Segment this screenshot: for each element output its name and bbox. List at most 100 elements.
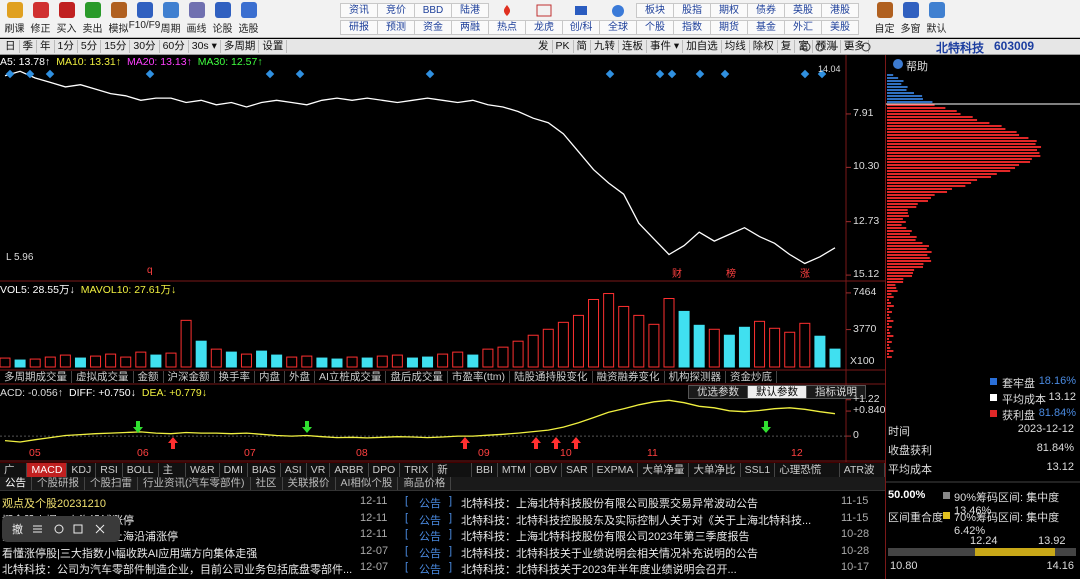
- tool-button[interactable]: 刷课: [2, 2, 27, 35]
- volume-tab[interactable]: 换手率: [215, 371, 255, 383]
- period-button[interactable]: 年: [37, 40, 55, 53]
- help-link[interactable]: 帮助: [906, 61, 928, 73]
- grid-button[interactable]: 板块: [636, 3, 674, 18]
- tool-button[interactable]: F10/F9: [129, 2, 160, 35]
- indicator-tab[interactable]: EXPMA: [593, 463, 639, 477]
- tool-button[interactable]: 周期: [158, 2, 183, 35]
- hot-icon[interactable]: [488, 3, 526, 18]
- tool-button[interactable]: 模拟: [106, 2, 131, 35]
- indicator-tab[interactable]: DMI: [220, 463, 248, 477]
- tool-button[interactable]: 卖出: [80, 2, 105, 35]
- indicator-tab[interactable]: OBV: [531, 463, 563, 477]
- macd-button[interactable]: 优选参数: [688, 385, 748, 399]
- volume-tab[interactable]: 融资融券变化: [593, 371, 665, 383]
- indicator-tab[interactable]: 大单净量2: [638, 463, 690, 490]
- macd-button[interactable]: 默认参数: [747, 385, 807, 399]
- tool-button[interactable]: 论股: [210, 2, 235, 35]
- indicator-tab[interactable]: ASI: [281, 463, 307, 477]
- chart-tool[interactable]: 均线: [722, 40, 750, 53]
- indicator-tab[interactable]: W&R: [186, 463, 220, 477]
- chart-tool[interactable]: 连板: [619, 40, 648, 53]
- indicator-tab[interactable]: BOLL: [123, 463, 159, 477]
- news-tab[interactable]: 关联报价: [283, 477, 336, 490]
- grid-button[interactable]: 研报: [340, 20, 378, 35]
- grid-button[interactable]: 陆港: [451, 3, 489, 18]
- period-button[interactable]: 1分: [55, 40, 78, 53]
- period-button[interactable]: 日: [2, 40, 20, 53]
- chart-tool[interactable]: 简: [574, 40, 592, 53]
- grid-button[interactable]: BBD: [414, 3, 452, 18]
- indicator-tab[interactable]: KDJ: [67, 463, 97, 477]
- tool-icons[interactable]: [800, 41, 884, 53]
- undo-button[interactable]: 撤: [12, 524, 23, 536]
- grid-button[interactable]: 基金: [747, 20, 785, 35]
- news-tab[interactable]: 个股研报: [32, 477, 85, 490]
- macd-button[interactable]: 指标说明: [806, 385, 866, 399]
- grid-button[interactable]: 股指: [673, 3, 711, 18]
- volume-tab[interactable]: 外盘: [285, 371, 315, 383]
- grid-button[interactable]: 热点: [488, 20, 526, 35]
- volume-tab[interactable]: 金额: [134, 371, 164, 383]
- grid-button[interactable]: 全球: [599, 20, 637, 35]
- chart-tool[interactable]: 除权: [750, 40, 778, 53]
- chart-tool[interactable]: 加自选: [683, 40, 722, 53]
- indicator-tab[interactable]: BIAS: [248, 463, 281, 477]
- news-title[interactable]: 北特科技：上海北特科技股份有限公司股票交易异常波动公告: [461, 498, 758, 510]
- grid-button[interactable]: 龙虎: [525, 20, 563, 35]
- period-button[interactable]: 30s ▾: [189, 40, 221, 53]
- kcb-icon[interactable]: [562, 3, 600, 18]
- indicator-tab[interactable]: 心理恐慌PYS: [775, 463, 840, 490]
- indicator-tab[interactable]: 主力: [159, 463, 187, 490]
- chart-tool[interactable]: 发: [535, 40, 553, 53]
- indicator-tab[interactable]: RSI: [96, 463, 123, 477]
- tool-button[interactable]: 默认: [924, 2, 949, 35]
- news-tab[interactable]: AI相似个股: [336, 477, 399, 490]
- indicator-tab[interactable]: MACD: [27, 463, 68, 477]
- grid-button[interactable]: 个股: [636, 20, 674, 35]
- indicator-tab[interactable]: 新DMA: [433, 463, 472, 490]
- indicator-tab[interactable]: MTM: [498, 463, 531, 477]
- grid-button[interactable]: 外汇: [784, 20, 822, 35]
- news-tab[interactable]: 社区: [251, 477, 283, 490]
- chart-tool[interactable]: 九转: [591, 40, 620, 53]
- grid-button[interactable]: 资金: [414, 20, 452, 35]
- news-tab[interactable]: 行业资讯(汽车零部件): [138, 477, 251, 490]
- chart-tool[interactable]: 复: [778, 40, 796, 53]
- volume-tab[interactable]: 沪深金额: [164, 371, 215, 383]
- period-button[interactable]: 多周期: [221, 40, 260, 53]
- volume-tab[interactable]: AI立桩成交量: [315, 371, 387, 383]
- period-button[interactable]: 60分: [160, 40, 189, 53]
- grid-button[interactable]: 债券: [747, 3, 785, 18]
- grid-button[interactable]: 指数: [673, 20, 711, 35]
- volume-tab[interactable]: 虚拟成交量: [72, 371, 134, 383]
- grid-button[interactable]: 美股: [821, 20, 859, 35]
- news-title[interactable]: 看懂涨停股|三大指数小幅收跌AI应用端方向集体走强: [2, 547, 258, 560]
- news-title[interactable]: 观点及个股20231210: [2, 498, 106, 510]
- volume-tab[interactable]: 资金炒底: [726, 371, 777, 383]
- period-button[interactable]: 30分: [130, 40, 160, 53]
- period-button[interactable]: 5分: [78, 40, 102, 53]
- indicator-tab[interactable]: 大单净比1: [689, 463, 741, 490]
- grid-button[interactable]: 英股: [784, 3, 822, 18]
- indicator-tab[interactable]: VR: [307, 463, 331, 477]
- grid-button[interactable]: 预测: [377, 20, 415, 35]
- volume-tab[interactable]: 多周期成交量: [0, 371, 72, 383]
- tool-button[interactable]: 自定: [872, 2, 897, 35]
- news-title[interactable]: 北特科技：北特科技关于业绩说明会相关情况补充说明的公告: [461, 547, 758, 560]
- tool-button[interactable]: 多窗: [898, 2, 923, 35]
- indicator-tab[interactable]: ARBR: [330, 463, 369, 477]
- indicator-tab[interactable]: DPO: [369, 463, 401, 477]
- news-title[interactable]: 北特科技：北特科技关于2023年半年度业绩说明会召开...: [461, 564, 737, 576]
- volume-tab[interactable]: 机构探测器: [665, 371, 726, 383]
- period-button[interactable]: 15分: [101, 40, 131, 53]
- pe-icon[interactable]: [525, 3, 563, 18]
- grid-button[interactable]: 创/科: [562, 20, 600, 35]
- news-tab[interactable]: 公告: [0, 477, 32, 490]
- indicator-tab[interactable]: TRIX: [400, 463, 434, 477]
- news-title[interactable]: 北特科技：上海北特科技股份有限公司2023年第三季度报告: [461, 531, 750, 543]
- news-title[interactable]: 北特科技：北特科技控股股东及实际控制人关于对《关于上海北特科技...: [461, 514, 812, 527]
- news-tab[interactable]: 商品价格: [398, 477, 452, 490]
- news-title[interactable]: 北特科技：公司为汽车零部件制造企业，目前公司业务包括底盘零部件...: [2, 564, 352, 576]
- volume-tab[interactable]: 市盈率(ttm): [448, 371, 510, 383]
- tool-button[interactable]: 买入: [54, 2, 79, 35]
